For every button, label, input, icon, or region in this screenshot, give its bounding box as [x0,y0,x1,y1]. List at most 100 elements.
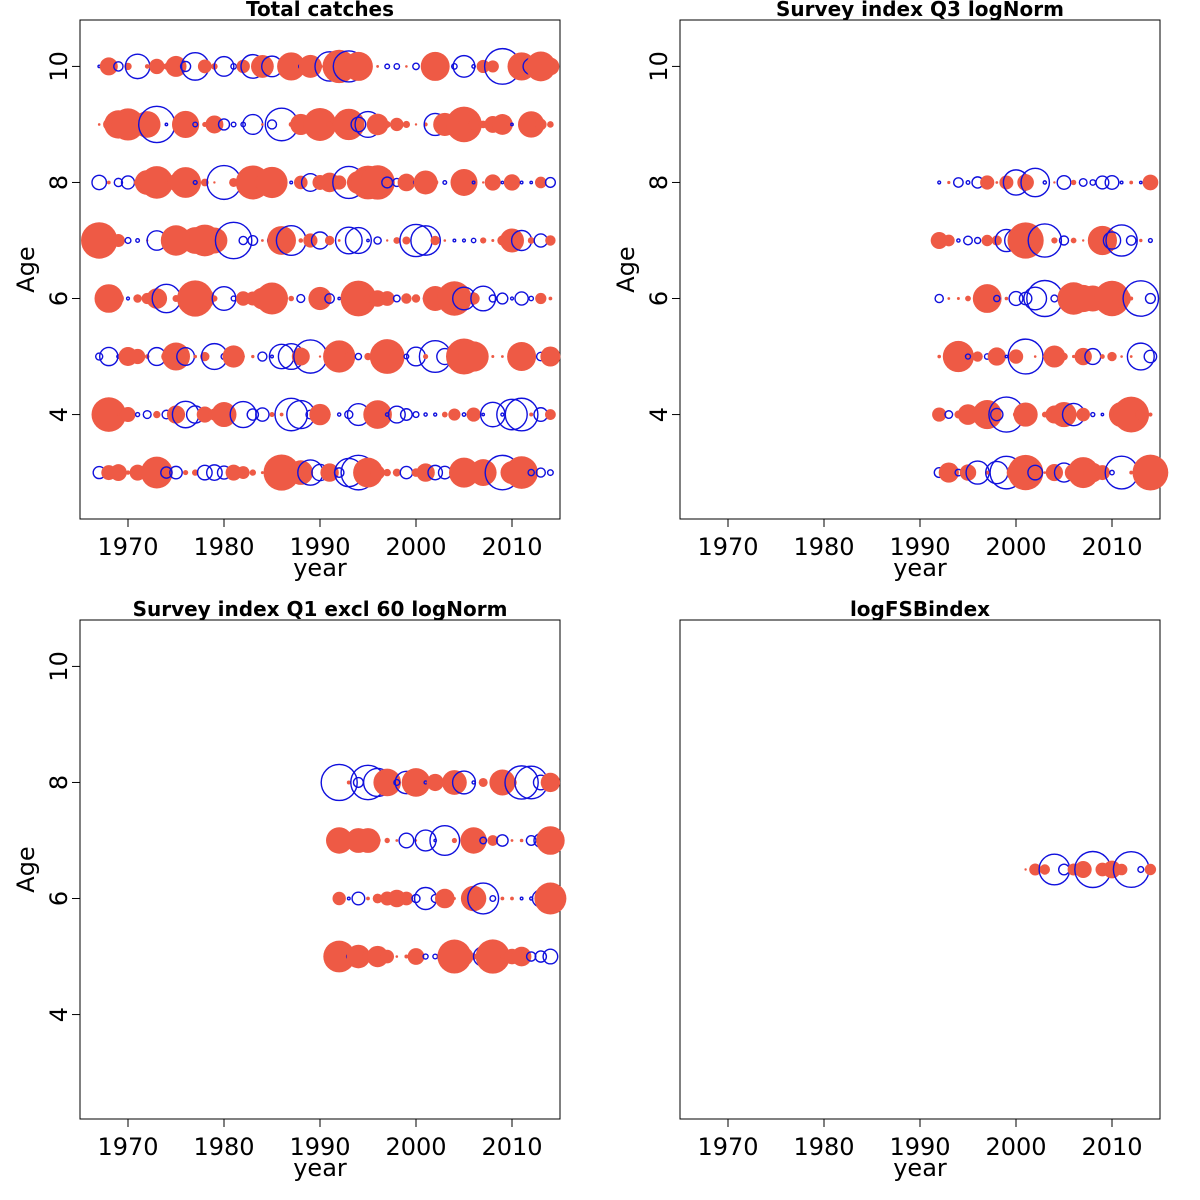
residual-negative-bubble [1017,174,1034,191]
residual-positive-bubble [1027,464,1044,481]
residual-negative-bubble [937,354,941,359]
residual-positive-bubble [387,405,406,424]
residual-positive-bubble [427,464,444,481]
x-tick-label: 1980 [193,1133,254,1161]
residual-negative-bubble [162,342,190,371]
residual-positive-bubble [350,116,367,133]
residual-positive-bubble [399,408,413,422]
residual-positive-bubble [196,464,213,481]
residual-negative-bubble [120,407,136,423]
residual-negative-bubble [395,839,399,842]
residual-positive-bubble [354,352,363,361]
residual-positive-bubble [1095,175,1110,190]
residual-negative-bubble [407,948,425,965]
residual-positive-bubble [450,63,458,70]
residual-positive-bubble [965,179,971,185]
residual-negative-bubble [942,234,955,247]
residual-positive-bubble [296,293,306,304]
residual-positive-bubble [934,293,945,304]
bubble-layer [930,167,1169,491]
residual-negative-bubble [346,780,351,785]
residual-positive-bubble [496,292,509,305]
residual-negative-bubble [320,463,339,482]
residual-negative-bubble [545,409,556,420]
residual-negative-bubble [192,469,199,476]
residual-positive-bubble [1078,177,1088,187]
residual-negative-bubble [1034,413,1037,416]
bubble-layer [1024,850,1157,889]
residual-negative-bubble [980,175,995,190]
residual-negative-bubble [1030,235,1041,246]
x-tick-label: 2000 [385,1133,446,1161]
residual-negative-bubble [535,292,547,305]
residual-negative-bubble [402,120,410,129]
residual-negative-bubble [1129,355,1133,358]
residual-positive-bubble [412,62,420,71]
residual-negative-bubble [446,106,482,143]
residual-negative-bubble [947,297,951,300]
residual-positive-bubble [1125,235,1137,246]
residual-positive-bubble [432,953,439,960]
residual-negative-bubble [99,57,118,76]
residual-negative-bubble [326,121,333,128]
residual-negative-bubble [1043,471,1047,474]
residual-positive-bubble [192,179,198,186]
residual-negative-bubble [541,57,560,76]
residual-negative-bubble [366,945,389,968]
residual-positive-bubble [1020,167,1051,198]
bubble-layer [81,47,561,491]
residual-negative-bubble [366,896,370,901]
residual-positive-bubble [266,119,278,130]
residual-negative-bubble [303,233,318,248]
residual-negative-bubble [344,352,354,361]
residual-negative-bubble [144,354,150,359]
residual-negative-bubble [380,949,395,964]
residual-negative-bubble [452,897,456,901]
residual-positive-bubble [257,351,268,362]
residual-negative-bubble [972,351,983,362]
residual-negative-bubble [360,165,395,200]
residual-positive-bubble [461,238,467,243]
residual-negative-bubble [402,236,411,245]
residual-negative-bubble [991,235,1002,246]
residual-negative-bubble [518,111,545,138]
x-axis-label: year [293,554,347,582]
residual-positive-bubble [392,294,401,303]
residual-negative-bubble [106,180,111,185]
residual-negative-bubble [529,412,534,417]
residual-positive-bubble [324,293,335,304]
residual-negative-bubble [1004,296,1009,301]
residual-positive-bubble [433,412,438,417]
x-tick-label: 1970 [97,533,158,561]
panel-4: logFSBindex 1970 1980 1990 2000 2010 year [679,597,1161,1182]
residual-negative-bubble [372,893,383,904]
residual-negative-bubble [959,464,977,481]
residual-positive-bubble [529,180,534,185]
residual-positive-bubble [973,236,982,245]
residual-negative-bubble [277,52,306,81]
residual-positive-bubble [414,829,437,852]
residual-negative-bubble [420,51,450,81]
residual-negative-bubble [441,411,448,418]
residual-positive-bubble [214,221,253,260]
residual-negative-bubble [1070,179,1077,186]
residual-positive-bubble [230,63,238,70]
residual-negative-bubble [466,407,481,422]
residual-negative-bubble [144,64,150,69]
residual-negative-bubble [308,286,332,311]
residual-positive-bubble [247,234,259,246]
residual-negative-bubble [1053,181,1056,184]
residual-positive-bubble [120,175,136,190]
plot-frame [679,19,1161,520]
residual-positive-bubble [509,296,515,301]
residual-negative-bubble [1074,347,1092,366]
residual-positive-bubble [125,296,131,301]
residual-negative-bubble [401,293,412,304]
residual-positive-bubble [510,122,514,127]
residual-positive-bubble [429,824,461,856]
residual-positive-bubble [546,469,554,477]
residual-positive-bubble [423,412,428,417]
residual-negative-bubble [987,347,1006,366]
residual-positive-bubble [255,407,270,422]
